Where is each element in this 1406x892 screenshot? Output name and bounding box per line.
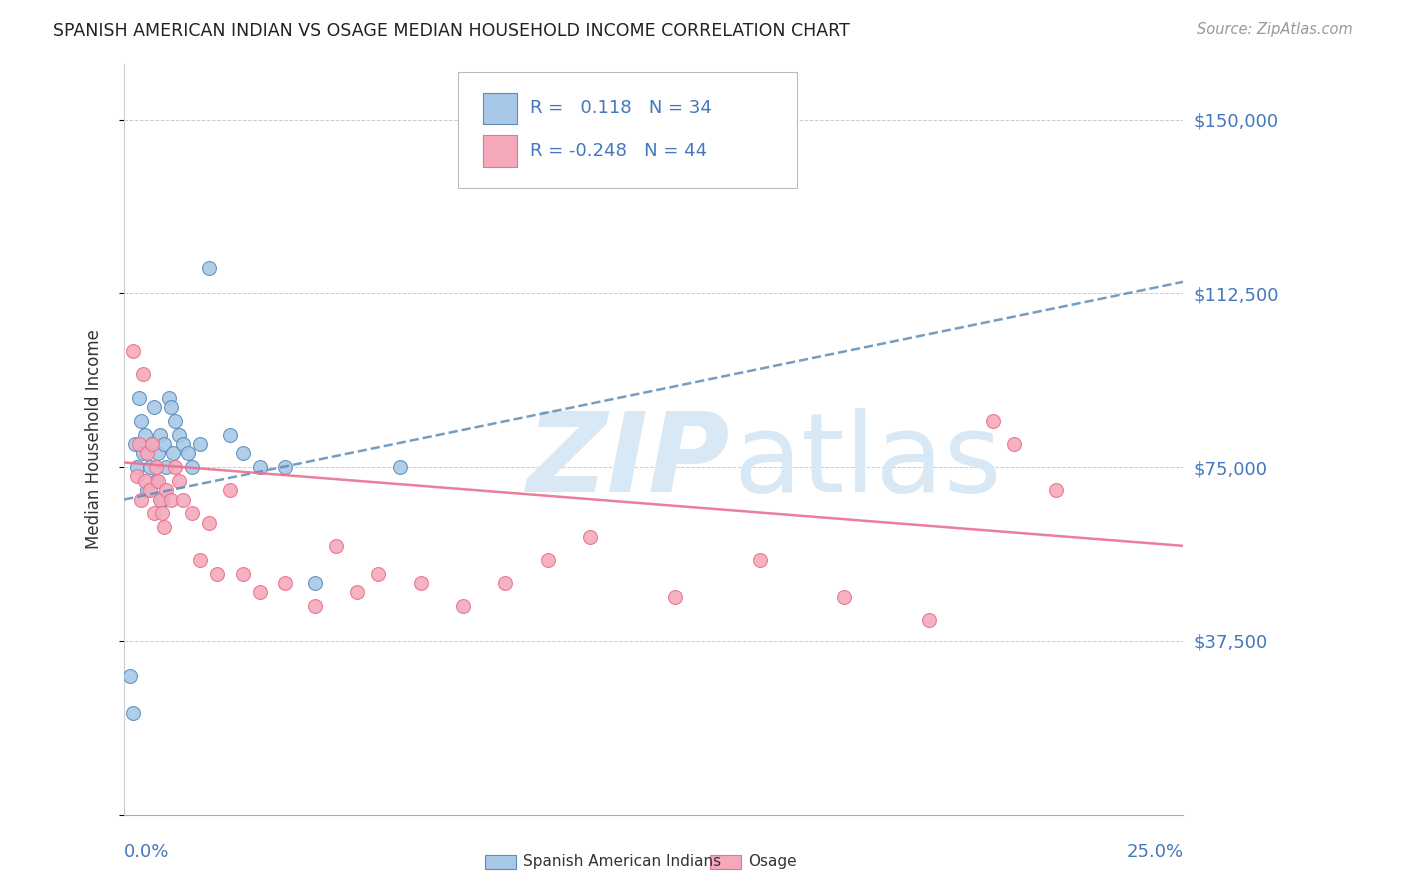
Y-axis label: Median Household Income: Median Household Income <box>86 329 103 549</box>
Point <box>232 446 254 460</box>
Point <box>918 613 941 627</box>
FancyBboxPatch shape <box>484 93 517 124</box>
FancyBboxPatch shape <box>458 71 797 188</box>
Point <box>162 446 184 460</box>
Point <box>121 706 143 720</box>
Point <box>207 566 229 581</box>
Text: 25.0%: 25.0% <box>1126 843 1184 861</box>
Point <box>579 530 602 544</box>
Point <box>141 437 163 451</box>
FancyBboxPatch shape <box>484 136 517 167</box>
Text: Spanish American Indians: Spanish American Indians <box>523 855 721 869</box>
Point <box>138 483 160 498</box>
Text: SPANISH AMERICAN INDIAN VS OSAGE MEDIAN HOUSEHOLD INCOME CORRELATION CHART: SPANISH AMERICAN INDIAN VS OSAGE MEDIAN … <box>53 22 851 40</box>
Text: atlas: atlas <box>733 409 1001 516</box>
Point <box>134 474 156 488</box>
Point <box>132 368 155 382</box>
Point <box>388 460 411 475</box>
Text: Source: ZipAtlas.com: Source: ZipAtlas.com <box>1197 22 1353 37</box>
Point <box>249 460 271 475</box>
Point <box>129 492 152 507</box>
Point <box>834 590 856 604</box>
Point <box>748 553 770 567</box>
Point <box>181 507 204 521</box>
Text: ZIP: ZIP <box>527 409 730 516</box>
Point <box>145 460 167 475</box>
Point <box>150 507 173 521</box>
Point <box>128 437 150 451</box>
Point <box>367 566 389 581</box>
Point <box>325 539 347 553</box>
Text: R =   0.118   N = 34: R = 0.118 N = 34 <box>530 99 711 118</box>
Point <box>232 566 254 581</box>
Point <box>172 492 194 507</box>
Point <box>1002 437 1025 451</box>
Point <box>664 590 686 604</box>
Point <box>128 391 150 405</box>
Point <box>150 492 173 507</box>
Point <box>134 427 156 442</box>
Point <box>274 576 297 591</box>
Text: Osage: Osage <box>748 855 797 869</box>
Point <box>136 446 159 460</box>
Point <box>537 553 560 567</box>
Point <box>198 260 221 275</box>
Point <box>219 427 242 442</box>
Point <box>124 437 146 451</box>
Text: 0.0%: 0.0% <box>124 843 170 861</box>
Point <box>136 483 159 498</box>
Point <box>304 576 326 591</box>
Point <box>1045 483 1067 498</box>
Point <box>157 391 180 405</box>
Point <box>172 437 194 451</box>
Point <box>121 344 143 359</box>
Point <box>181 460 204 475</box>
Point <box>451 599 474 613</box>
Point <box>249 585 271 599</box>
Point <box>163 414 186 428</box>
Point <box>138 460 160 475</box>
Point <box>149 427 172 442</box>
Point <box>125 469 148 483</box>
Point <box>149 492 172 507</box>
Point <box>120 668 142 682</box>
Point <box>145 474 167 488</box>
Point <box>981 414 1004 428</box>
Point <box>346 585 368 599</box>
Text: R = -0.248   N = 44: R = -0.248 N = 44 <box>530 142 707 161</box>
Point <box>153 437 176 451</box>
Point <box>153 520 176 534</box>
Point <box>146 474 169 488</box>
Point <box>159 492 181 507</box>
Point <box>155 483 177 498</box>
Point <box>274 460 297 475</box>
Point <box>190 553 212 567</box>
Point <box>163 460 186 475</box>
Point <box>176 446 198 460</box>
Point <box>198 516 221 530</box>
Point <box>304 599 326 613</box>
Point <box>146 446 169 460</box>
Point <box>129 414 152 428</box>
Point <box>125 460 148 475</box>
Point <box>155 460 177 475</box>
Point <box>159 400 181 414</box>
Point <box>132 446 155 460</box>
Point <box>142 400 165 414</box>
Point <box>190 437 212 451</box>
Point <box>167 474 190 488</box>
Point <box>409 576 432 591</box>
Point <box>494 576 516 591</box>
Point <box>142 507 165 521</box>
Point <box>167 427 190 442</box>
Point <box>141 437 163 451</box>
Point <box>219 483 242 498</box>
